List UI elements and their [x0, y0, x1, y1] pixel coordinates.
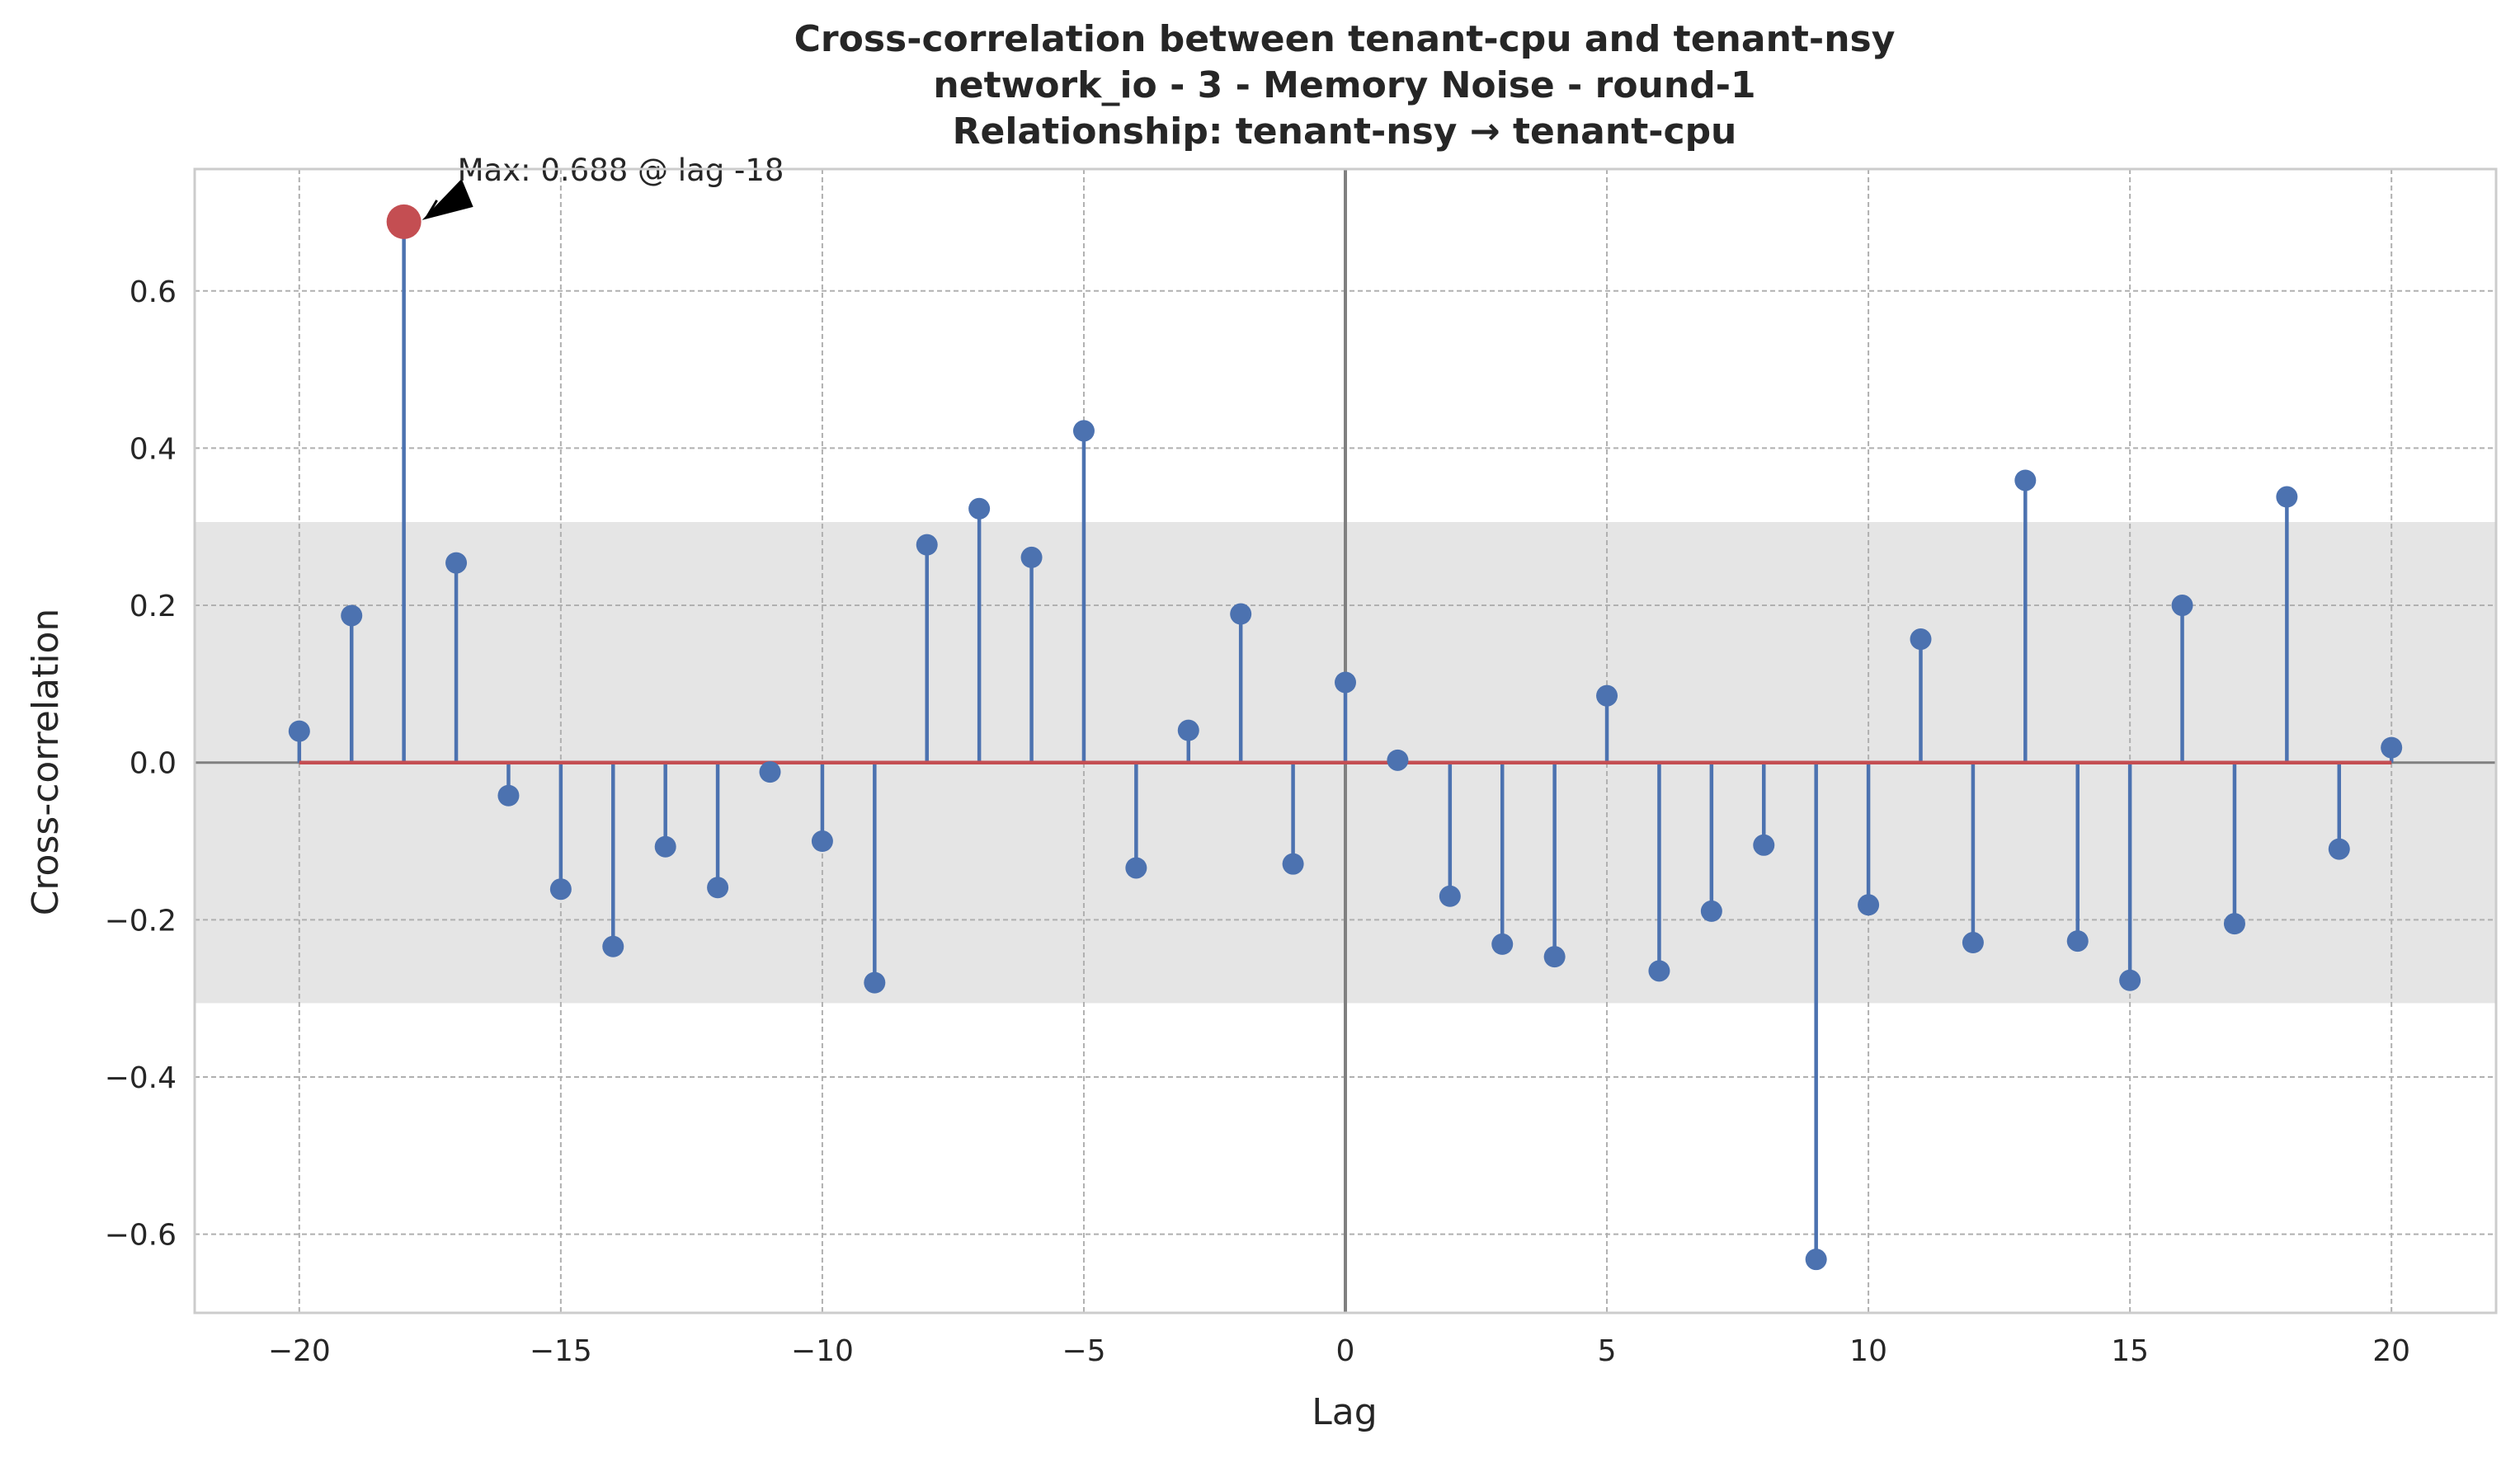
- data-point-lag-neg12: [707, 877, 729, 899]
- data-point-lag-neg10: [811, 830, 833, 853]
- y-tick-label: 0.4: [130, 432, 177, 466]
- data-point-lag-0: [1335, 671, 1356, 694]
- data-point-lag-16: [2171, 595, 2193, 617]
- x-tick-label: 15: [2111, 1334, 2149, 1368]
- chart-title-line-2: network_io - 3 - Memory Noise - round-1: [933, 64, 1755, 106]
- data-point-lag-neg1: [1282, 853, 1304, 875]
- data-point-lag-3: [1491, 933, 1514, 955]
- data-point-lag-neg4: [1125, 857, 1147, 879]
- data-point-lag-12: [1962, 932, 1984, 954]
- data-point-lag-neg8: [916, 534, 938, 556]
- data-point-lag-9: [1805, 1249, 1827, 1271]
- data-point-lag-14: [2066, 930, 2089, 952]
- data-point-lag-13: [2014, 469, 2037, 491]
- chart-title-line-3: Relationship: tenant-nsy → tenant-cpu: [953, 111, 1737, 153]
- y-tick-label: −0.4: [105, 1061, 177, 1095]
- data-point-lag-neg3: [1177, 719, 1199, 741]
- data-point-lag-neg17: [445, 552, 468, 574]
- data-point-lag-neg9: [864, 971, 886, 994]
- x-tick-label: −15: [530, 1334, 592, 1368]
- x-tick-label: −20: [268, 1334, 331, 1368]
- data-point-lag-neg2: [1230, 603, 1252, 625]
- x-tick-label: 5: [1598, 1334, 1617, 1368]
- y-tick-label: 0.6: [130, 275, 177, 309]
- data-point-lag-2: [1439, 885, 1461, 907]
- x-tick-label: −5: [1062, 1334, 1105, 1368]
- plot-frame: [193, 167, 2498, 1315]
- plot-area: −0.6 −0.4 −0.2 0.0 0.2 0.4 0.6 −20 −15 −10 −5 0 5 10 1…: [105, 153, 2498, 1368]
- data-point-lag-11: [1910, 628, 1932, 651]
- data-point-lag-8: [1753, 834, 1775, 856]
- data-point-lag-17: [2223, 913, 2245, 935]
- data-point-lag-10: [1858, 894, 1880, 916]
- data-point-lag-15: [2119, 969, 2141, 991]
- data-point-lag-neg15: [549, 878, 572, 901]
- chart-title-line-1: Cross-correlation between tenant-cpu and…: [794, 18, 1896, 60]
- data-point-lag-7: [1700, 900, 1722, 922]
- y-tick-label: 0.2: [130, 590, 177, 623]
- x-tick-label: 20: [2372, 1334, 2410, 1368]
- x-axis-label: Lag: [1312, 1391, 1377, 1433]
- data-point-lag-neg20: [288, 720, 310, 742]
- data-point-lag-neg6: [1020, 546, 1043, 568]
- data-point-lag-5: [1596, 684, 1618, 707]
- annotation-arrow-head: [422, 178, 473, 220]
- data-point-lag-neg14: [602, 935, 624, 957]
- data-point-lag-neg13: [654, 835, 676, 858]
- data-point-lag-neg5: [1072, 420, 1095, 442]
- data-point-lag-neg7: [968, 497, 991, 520]
- data-point-lag-19: [2328, 838, 2350, 860]
- data-point-lag-20: [2381, 736, 2403, 759]
- max-correlation-marker: [386, 204, 422, 239]
- data-point-lag-18: [2276, 486, 2298, 508]
- y-tick-label: −0.2: [105, 904, 177, 938]
- x-tick-label: 10: [1849, 1334, 1887, 1368]
- data-point-lag-neg16: [497, 784, 520, 807]
- data-point-lag-neg19: [341, 604, 363, 627]
- x-tick-label: 0: [1336, 1334, 1355, 1368]
- x-tick-label: −10: [791, 1334, 854, 1368]
- data-point-lag-4: [1543, 946, 1566, 968]
- data-point-lag-6: [1648, 960, 1670, 982]
- y-axis-label: Cross-correlation: [25, 609, 67, 916]
- y-tick-label: 0.0: [130, 747, 177, 781]
- data-point-lag-1: [1387, 749, 1409, 771]
- y-tick-label: −0.6: [105, 1219, 177, 1253]
- data-point-lag-neg11: [759, 761, 781, 783]
